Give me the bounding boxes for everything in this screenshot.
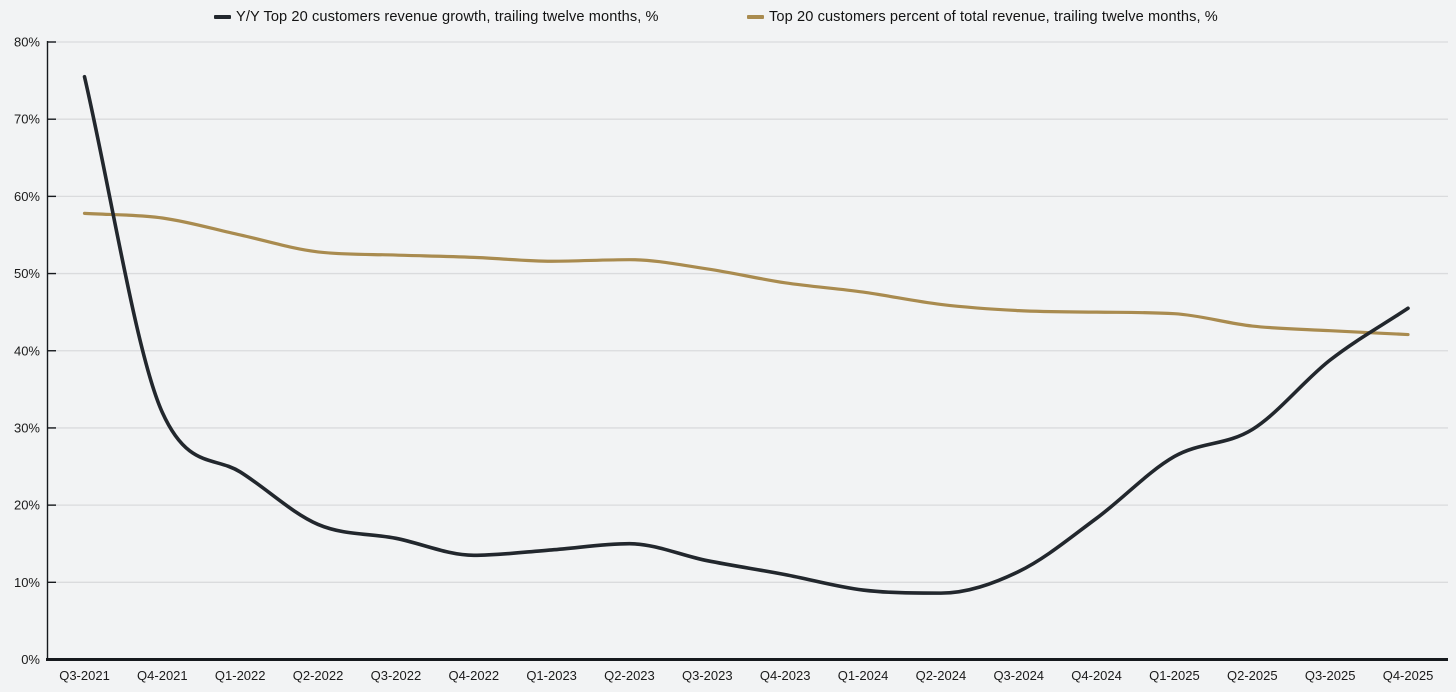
x-axis-tick-label: Q1-2024 (838, 668, 889, 683)
y-axis-tick-label: 80% (14, 35, 40, 50)
x-axis-tick-label: Q4-2022 (448, 668, 499, 683)
y-axis-tick-label: 30% (14, 420, 40, 435)
x-axis-tick-label: Q1-2023 (526, 668, 577, 683)
series-line-growth (82, 74, 1410, 595)
y-axis-tick-label: 10% (14, 575, 40, 590)
y-axis-tick-label: 50% (14, 266, 40, 281)
y-axis-tick-label: 0% (21, 652, 40, 667)
x-axis-tick-label: Q1-2022 (215, 668, 266, 683)
y-axis-tick-label: 40% (14, 343, 40, 358)
x-axis-tick-label: Q4-2025 (1383, 668, 1434, 683)
x-axis-tick-label: Q4-2024 (1071, 668, 1122, 683)
x-axis-tick-label: Q1-2025 (1149, 668, 1200, 683)
x-axis-tick-label: Q3-2023 (682, 668, 733, 683)
x-axis-tick-label: Q3-2022 (371, 668, 422, 683)
x-axis-tick-label: Q3-2021 (59, 668, 110, 683)
y-axis-tick-label: 70% (14, 112, 40, 127)
x-axis-tick-label: Q4-2023 (760, 668, 811, 683)
y-axis-tick-label: 60% (14, 189, 40, 204)
x-axis-tick-label: Q2-2022 (293, 668, 344, 683)
x-axis-tick-label: Q3-2024 (993, 668, 1044, 683)
x-axis-tick-label: Q4-2021 (137, 668, 188, 683)
x-axis-tick-label: Q3-2025 (1305, 668, 1356, 683)
x-axis-tick-label: Q2-2025 (1227, 668, 1278, 683)
series-line-share (82, 211, 1410, 337)
x-axis-tick-label: Q2-2024 (916, 668, 967, 683)
x-axis-tick-label: Q2-2023 (604, 668, 655, 683)
y-axis-tick-label: 20% (14, 498, 40, 513)
